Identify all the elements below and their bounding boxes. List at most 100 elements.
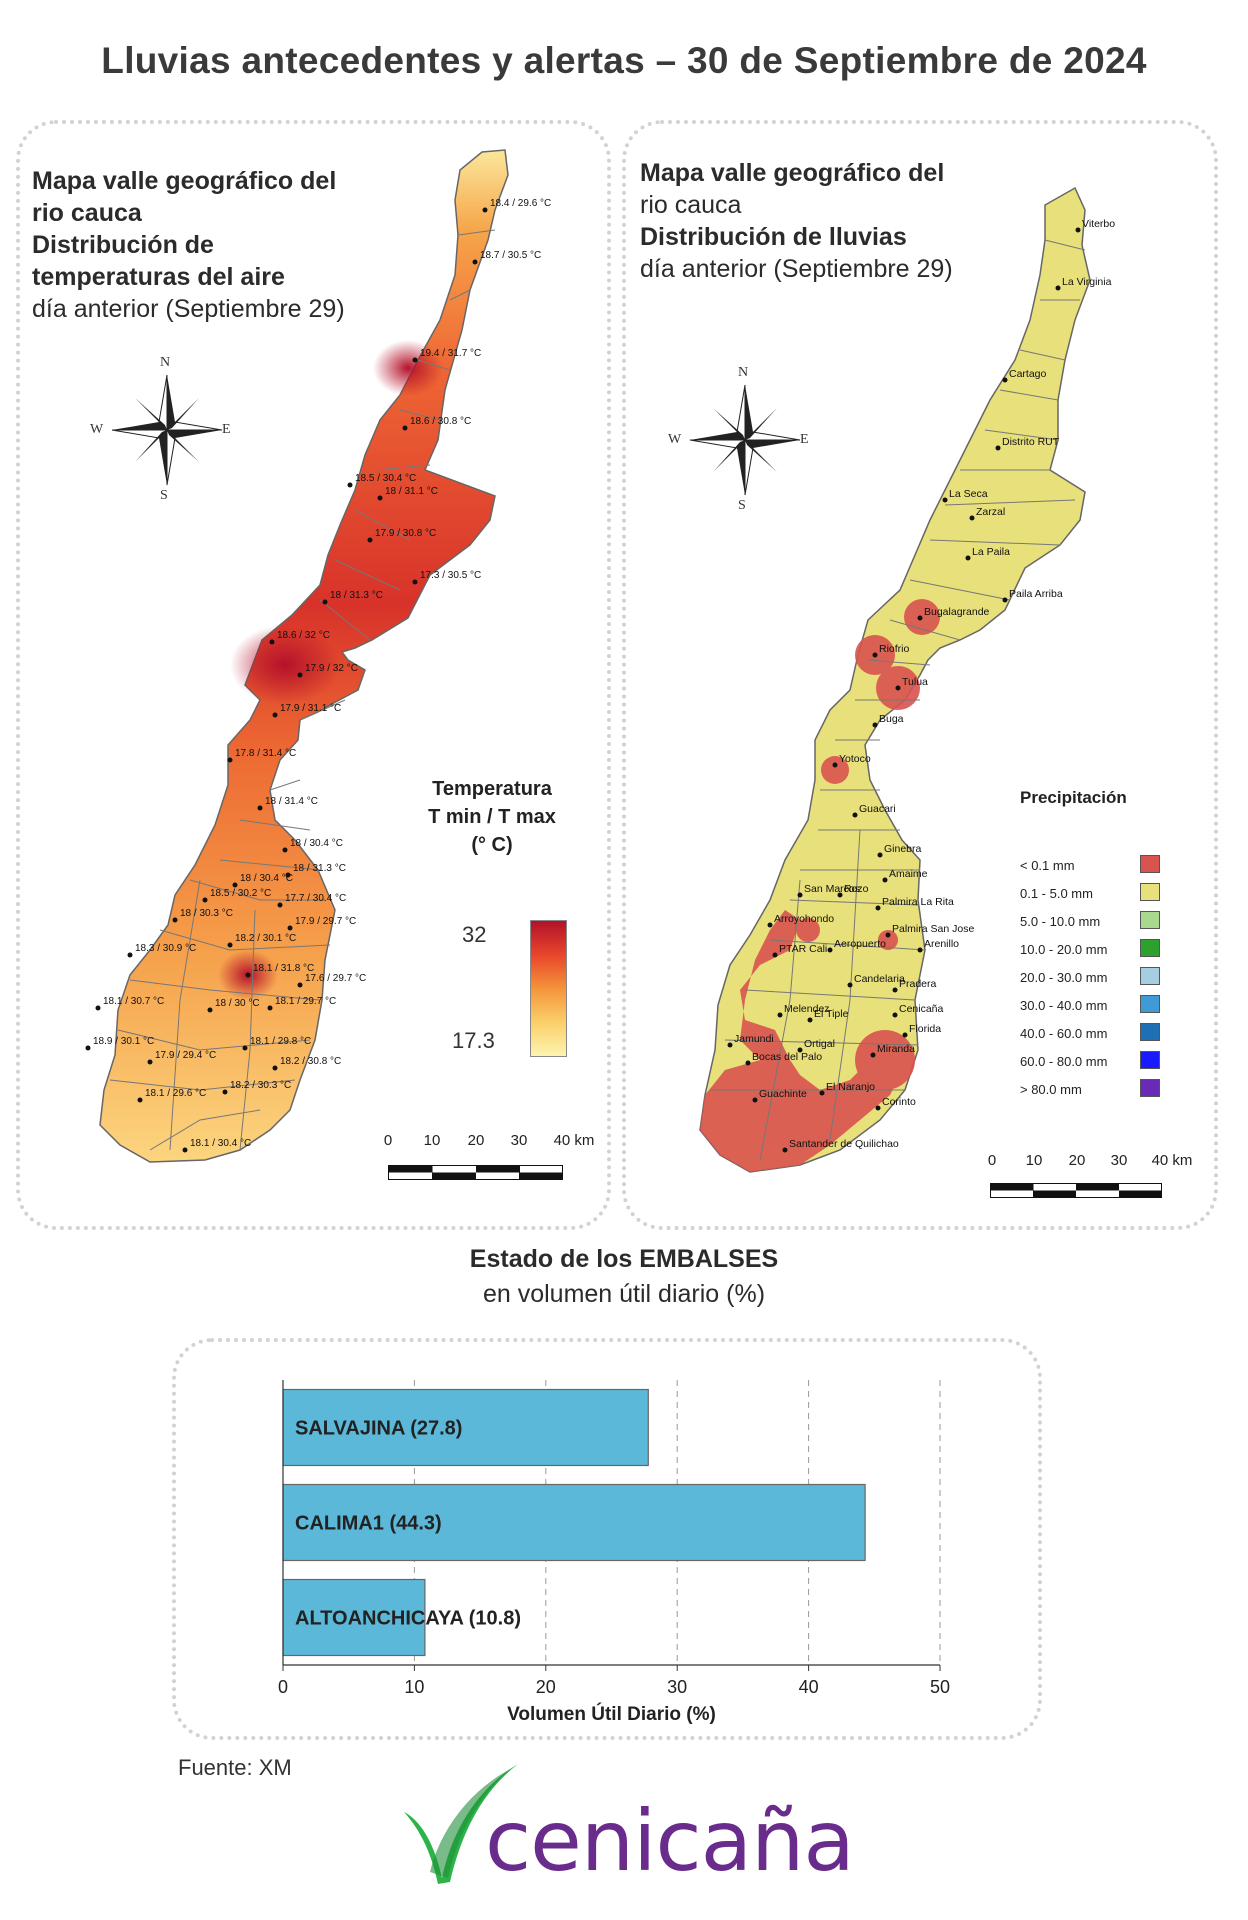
place-dot — [1055, 285, 1061, 291]
place-dot — [969, 515, 975, 521]
station-label: 19.4 / 31.7 °C — [420, 348, 481, 359]
precipitation-legend-label: < 0.1 mm — [1020, 858, 1075, 873]
precipitation-legend-swatch — [1140, 883, 1160, 901]
station-label: 18.1 / 29.7 °C — [275, 996, 336, 1007]
source-note: Fuente: XM — [178, 1755, 292, 1780]
station-label: 18.6 / 32 °C — [277, 630, 330, 641]
station-label: 18 / 30.4 °C — [290, 838, 343, 849]
temp-heading-line-3: Distribución de — [32, 231, 214, 259]
place-dot — [885, 932, 891, 938]
place-dot — [892, 987, 898, 993]
rain-heading-line-1: Mapa valle geográfico del — [640, 159, 945, 187]
rain-scale-10: 10 — [1025, 1152, 1043, 1169]
place-dot — [797, 1047, 803, 1053]
precipitation-legend-swatch — [1140, 939, 1160, 957]
bar-label: CALIMA1 (44.3) — [295, 1513, 442, 1535]
place-label: Cenicaña — [899, 1003, 944, 1015]
place-label: Melendez — [784, 1003, 830, 1015]
station-label: 17.3 / 30.5 °C — [420, 570, 481, 581]
scale-30: 30 — [510, 1132, 528, 1149]
reservoirs-heading: Estado de los EMBALSES — [469, 1245, 779, 1273]
place-label: La Virginia — [1062, 276, 1112, 288]
place-label: El Naranjo — [826, 1081, 875, 1093]
bar — [282, 1483, 866, 1562]
compass-s: S — [160, 488, 168, 503]
place-label: Miranda — [877, 1043, 915, 1055]
precipitation-legend-label: 40.0 - 60.0 mm — [1020, 1026, 1108, 1041]
precipitation-legend-label: 0.1 - 5.0 mm — [1020, 886, 1093, 901]
place-dot — [917, 947, 923, 953]
compass-rose-icon-rain — [689, 384, 801, 496]
compass-rose-icon — [111, 374, 223, 486]
temperature-legend-title: Temperatura T min / T max (° C) — [412, 775, 572, 859]
station-dot — [402, 425, 408, 431]
place-label: Santander de Quilichao — [789, 1138, 899, 1150]
place-label: PTAR Cali — [779, 943, 827, 955]
place-label: Yotoco — [839, 753, 871, 765]
station-dot — [207, 1007, 213, 1013]
legend-title-line-2: T min / T max — [428, 806, 556, 828]
rain-heading-line-3: Distribución de lluvias — [640, 223, 907, 251]
station-dot — [147, 1059, 153, 1065]
station-label: 18.2 / 30.8 °C — [280, 1056, 341, 1067]
station-label: 18.5 / 30.4 °C — [355, 473, 416, 484]
place-label: Bugalagrande — [924, 606, 990, 618]
station-label: 18 / 31.3 °C — [293, 863, 346, 874]
station-dot — [277, 902, 283, 908]
station-dot — [272, 1065, 278, 1071]
scale-40: 40 km — [553, 1132, 595, 1149]
station-label: 17.9 / 32 °C — [305, 663, 358, 674]
station-label: 18.4 / 29.6 °C — [490, 198, 551, 209]
place-dot — [847, 982, 853, 988]
precipitation-legend-swatch — [1140, 995, 1160, 1013]
station-dot — [95, 1005, 101, 1011]
place-label: Corinto — [882, 1096, 916, 1108]
reservoirs-subheading: en volumen útil diario (%) — [482, 1280, 766, 1308]
precipitation-legend-swatch — [1140, 855, 1160, 873]
x-tick-label: 10 — [404, 1677, 424, 1697]
place-dot — [767, 922, 773, 928]
cenicana-logo-icon — [404, 1764, 518, 1884]
precipitation-legend-label: 60.0 - 80.0 mm — [1020, 1054, 1108, 1069]
place-label: Guacari — [859, 803, 896, 815]
place-label: Guachinte — [759, 1088, 807, 1100]
station-dot — [322, 599, 328, 605]
station-dot — [412, 579, 418, 585]
place-dot — [942, 497, 948, 503]
station-label: 18.1 / 30.7 °C — [103, 996, 164, 1007]
place-dot — [917, 615, 923, 621]
place-label: Palmira La Rita — [882, 896, 954, 908]
place-dot — [902, 1032, 908, 1038]
legend-max-value: 32 — [462, 922, 487, 947]
station-dot — [182, 1147, 188, 1153]
station-label: 18 / 30.3 °C — [180, 908, 233, 919]
place-label: Bocas del Palo — [752, 1051, 822, 1063]
place-label: Paila Arriba — [1009, 588, 1063, 600]
temp-heading-line-2: rio cauca — [32, 199, 142, 227]
place-dot — [995, 445, 1001, 451]
rain-scale-30: 30 — [1110, 1152, 1128, 1169]
bar-label: SALVAJINA (27.8) — [295, 1418, 462, 1440]
station-dot — [285, 872, 291, 878]
precipitation-legend-label: 20.0 - 30.0 mm — [1020, 970, 1108, 985]
station-dot — [172, 917, 178, 923]
precipitation-legend-swatch — [1140, 1079, 1160, 1097]
bar-label: ALTOANCHICAYA (10.8) — [295, 1608, 521, 1630]
temperature-map-heading: Mapa valle geográfico del rio cauca Dist… — [32, 165, 345, 325]
precipitation-legend-swatch — [1140, 911, 1160, 929]
legend-title-line-1: Temperatura — [432, 778, 552, 800]
place-label: Amaime — [889, 868, 928, 880]
station-label: 18.2 / 30.3 °C — [230, 1080, 291, 1091]
temperature-scale-bar — [388, 1165, 563, 1180]
hot-spot-north — [373, 340, 443, 396]
station-dot — [242, 1045, 248, 1051]
place-label: Rozo — [844, 883, 869, 895]
place-label: Zarzal — [976, 506, 1005, 518]
station-label: 18 / 30 °C — [215, 998, 260, 1009]
station-dot — [297, 982, 303, 988]
municipal-boundaries — [710, 239, 1086, 1161]
hot-spot-centre — [230, 625, 340, 705]
temperature-map-panel — [16, 120, 611, 1230]
